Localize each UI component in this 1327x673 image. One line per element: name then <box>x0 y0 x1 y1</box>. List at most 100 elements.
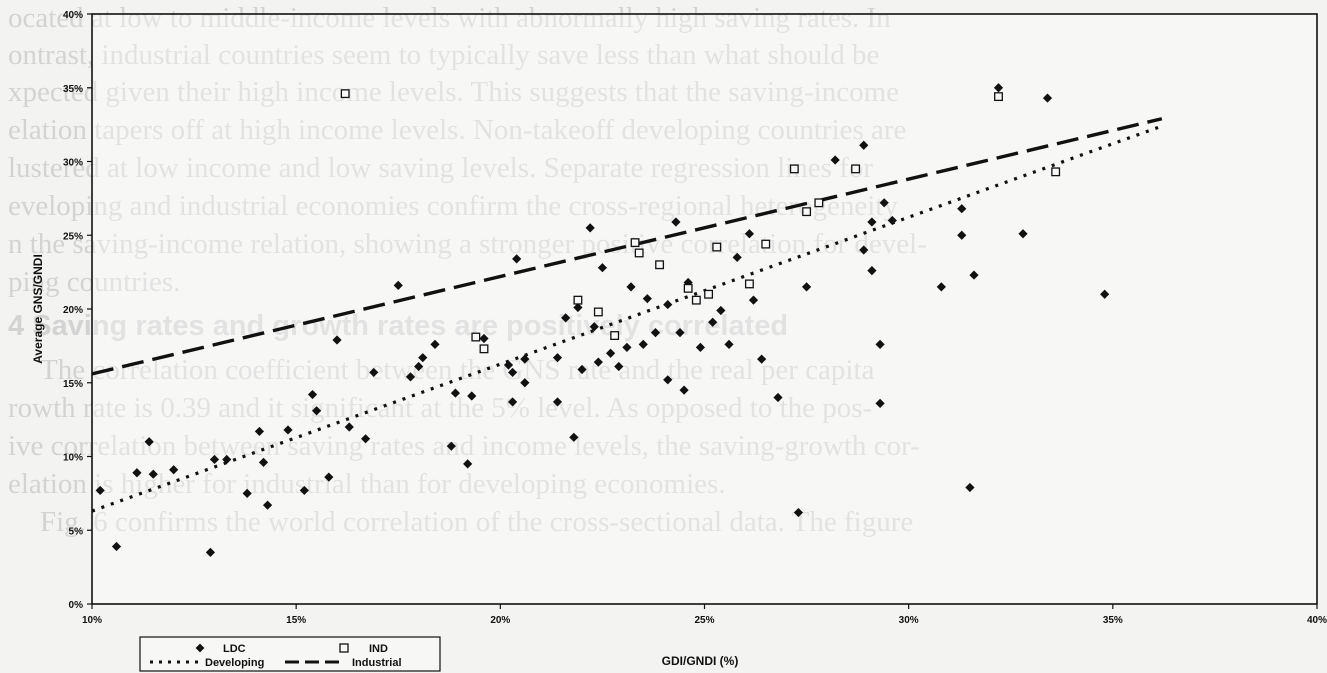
ldc-point <box>879 198 889 208</box>
ind-point <box>634 248 644 258</box>
x-tick-label: 25% <box>694 615 714 626</box>
y-tick-label: 20% <box>63 305 83 316</box>
ldc-point <box>748 295 759 305</box>
ldc-point <box>552 353 563 363</box>
ldc-point <box>520 354 530 364</box>
ldc-point <box>95 485 105 496</box>
ldc-point <box>936 282 946 292</box>
ldc-point <box>369 367 379 378</box>
ldc-point <box>793 507 804 518</box>
ind-point <box>851 164 861 174</box>
ldc-point <box>830 155 840 165</box>
ldc-point <box>561 313 571 323</box>
ind-point <box>814 198 824 208</box>
ind-point <box>340 89 350 99</box>
ind-point <box>789 164 799 174</box>
ldc-point <box>679 385 689 395</box>
ldc-point <box>875 339 885 349</box>
ldc-point <box>585 223 595 233</box>
ind-point <box>761 239 771 249</box>
ind-point <box>655 260 665 270</box>
ldc-point <box>430 339 440 349</box>
x-tick-label: 20% <box>490 615 510 626</box>
y-tick-label: 5% <box>69 526 84 537</box>
ldc-point <box>552 397 563 407</box>
ldc-point <box>512 254 522 264</box>
ldc-point <box>569 432 579 442</box>
ldc-point <box>867 266 877 276</box>
ldc-point <box>589 322 599 332</box>
ldc-point <box>520 378 530 388</box>
ldc-point <box>671 217 681 227</box>
regression-lines <box>91 117 1163 513</box>
ldc-point <box>716 305 726 316</box>
ldc-point <box>242 488 252 498</box>
ldc-point <box>262 500 273 510</box>
ldc-point <box>593 357 603 367</box>
ldc-point <box>875 398 885 408</box>
ldc-point <box>344 422 354 432</box>
ldc-point <box>258 457 269 467</box>
ldc-point <box>626 282 636 292</box>
ldc-point <box>507 397 518 407</box>
ldc-point <box>650 328 661 338</box>
ldc-point <box>757 354 767 364</box>
ind-point <box>712 242 722 252</box>
ldc-point <box>597 263 608 273</box>
ldc-point <box>957 230 967 240</box>
ldc-point <box>1042 93 1053 103</box>
x-tick-label: 40% <box>1307 615 1327 626</box>
ldc-point <box>360 434 371 444</box>
ldc-point <box>205 547 216 557</box>
ldc-point <box>859 245 869 255</box>
x-tick-label: 10% <box>82 615 102 626</box>
ldc-point <box>450 388 461 398</box>
y-tick-label: 30% <box>63 158 83 169</box>
x-tick-label: 30% <box>899 615 919 626</box>
plot-area <box>91 13 1318 605</box>
legend-label: Industrial <box>352 657 402 669</box>
ind-point <box>630 238 640 248</box>
y-tick-label: 0% <box>69 600 84 611</box>
regression-line-industrial <box>91 117 1163 376</box>
ldc-point <box>573 302 583 313</box>
ldc-point <box>993 83 1004 93</box>
ldc-point <box>642 294 652 304</box>
ldc-point <box>405 372 416 382</box>
ldc-point <box>169 465 179 475</box>
y-axis-label: Average GNS/GNDI <box>31 254 45 364</box>
ldc-point <box>299 485 309 496</box>
ind-point <box>573 295 583 305</box>
ldc-point <box>663 375 673 385</box>
legend-label: Developing <box>205 657 264 669</box>
ind-point <box>994 92 1003 102</box>
legend-box <box>139 636 441 672</box>
ldc-point <box>148 469 158 479</box>
ldc-point <box>144 437 154 447</box>
ldc-point <box>467 391 477 401</box>
ldc-point <box>132 468 142 478</box>
legend-label: IND <box>369 643 388 655</box>
x-tick-label: 15% <box>286 615 306 626</box>
ldc-point <box>507 367 518 378</box>
x-tick-label: 35% <box>1103 615 1123 626</box>
ind-point <box>744 279 754 289</box>
ind-point <box>691 295 701 305</box>
ldc-point <box>418 353 428 363</box>
ind-point <box>610 331 620 340</box>
ldc-point <box>222 454 232 465</box>
ldc-point <box>479 333 489 344</box>
ldc-point <box>283 425 293 435</box>
ldc-point <box>463 459 473 469</box>
ldc-point <box>393 280 403 290</box>
ldc-point <box>332 335 342 345</box>
ldc-point <box>859 140 869 150</box>
ldc-point <box>867 217 877 227</box>
ldc-point <box>695 342 706 352</box>
y-tick-label: 25% <box>63 231 83 242</box>
ldc-point <box>614 361 624 372</box>
axes: 0% 5% 10% 15% 20% 25% 30% 35% 40% 10% 15% 20% 25% 30%… <box>63 10 1327 626</box>
ind-point <box>683 283 693 293</box>
ldc-point <box>605 348 616 358</box>
